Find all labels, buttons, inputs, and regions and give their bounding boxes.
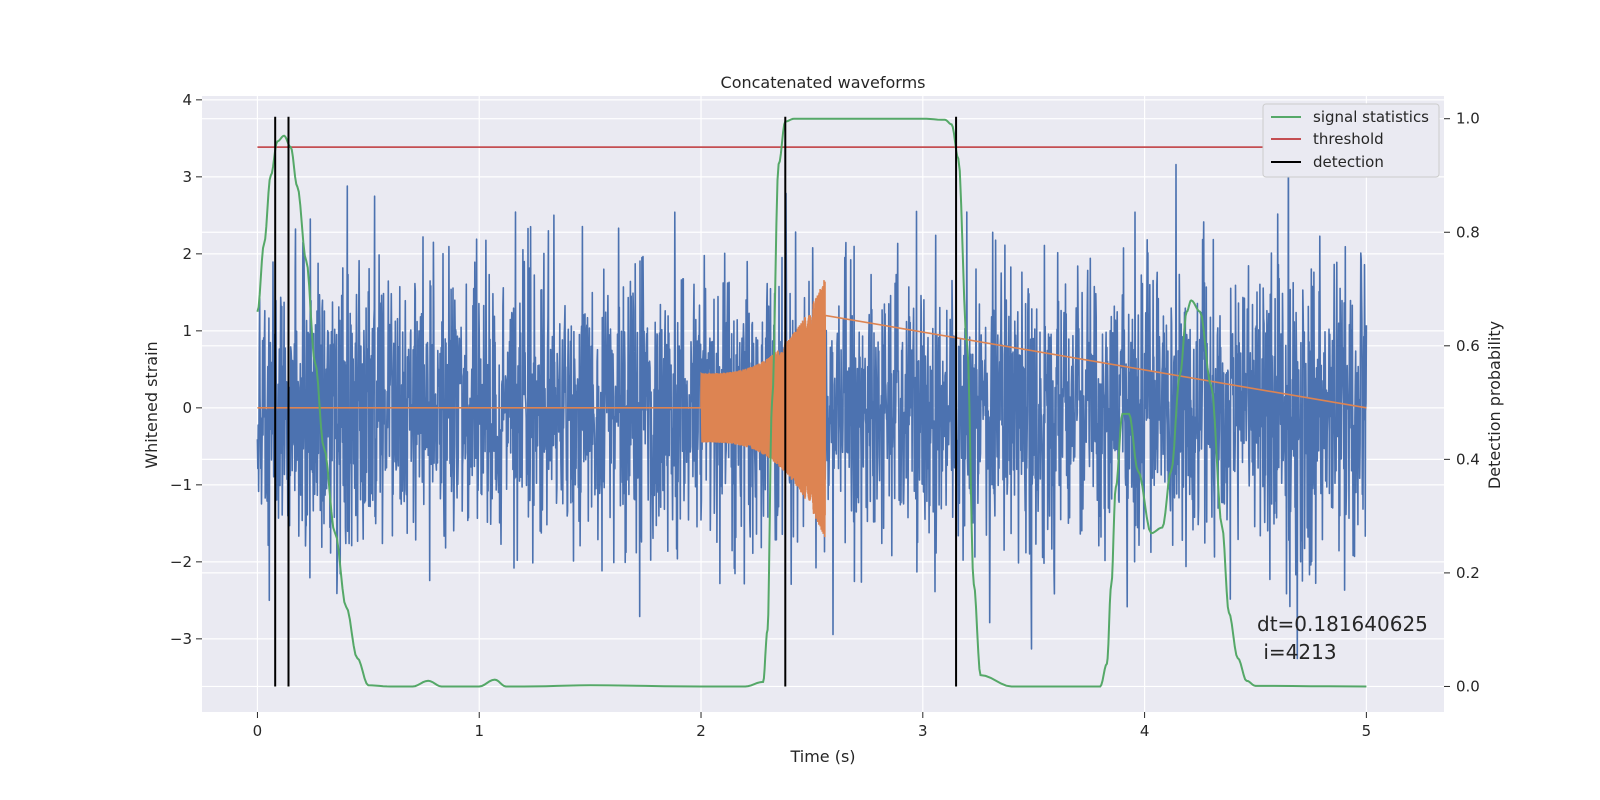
y2-tick-label: 0.4 (1456, 450, 1480, 468)
y-tick-label: 0 (182, 399, 192, 417)
x-tick-label: 0 (253, 722, 263, 740)
y2-tick-label: 0.0 (1456, 677, 1480, 695)
signal-statistics-series (256, 117, 1367, 688)
y-tick-label: 2 (182, 245, 192, 263)
legend: signal statistics threshold detection (1262, 103, 1440, 178)
y-tick-label: −3 (170, 630, 192, 648)
legend-label-signal-statistics: signal statistics (1313, 108, 1429, 126)
series-layer (256, 116, 1389, 688)
x-tick-label: 5 (1362, 722, 1372, 740)
axes-layer: 0 1 2 3 4 5 −3 −2 −1 0 1 2 3 4 0.0 0.2 0.4 0.6 0.8 1.0 (170, 91, 1480, 740)
x-tick-label: 2 (696, 722, 706, 740)
x-tick-label: 4 (1140, 722, 1150, 740)
injected-waveform-series (257, 280, 1367, 538)
chart-title: Concatenated waveforms (721, 73, 926, 92)
y2-tick-label: 0.2 (1456, 564, 1480, 582)
y2-axis-label: Detection probability (1485, 321, 1504, 489)
y-tick-label: 4 (182, 91, 192, 109)
y-tick-label: −2 (170, 553, 192, 571)
y2-tick-label: 0.6 (1456, 337, 1480, 355)
annotation-dt: dt=0.181640625 (1257, 612, 1428, 636)
annotation-i: i=4213 (1257, 640, 1337, 664)
y2-tick-label: 1.0 (1456, 110, 1480, 128)
y-tick-label: 1 (182, 322, 192, 340)
legend-box (1262, 103, 1440, 178)
y-tick-label: 3 (182, 168, 192, 186)
y2-tick-label: 0.8 (1456, 223, 1480, 241)
y-axis-label: Whitened strain (142, 341, 161, 468)
x-axis-label: Time (s) (789, 747, 855, 766)
y-tick-label: −1 (170, 476, 192, 494)
x-tick-label: 3 (918, 722, 928, 740)
legend-label-threshold: threshold (1313, 130, 1384, 148)
legend-label-detection: detection (1313, 153, 1384, 171)
x-tick-label: 1 (474, 722, 484, 740)
